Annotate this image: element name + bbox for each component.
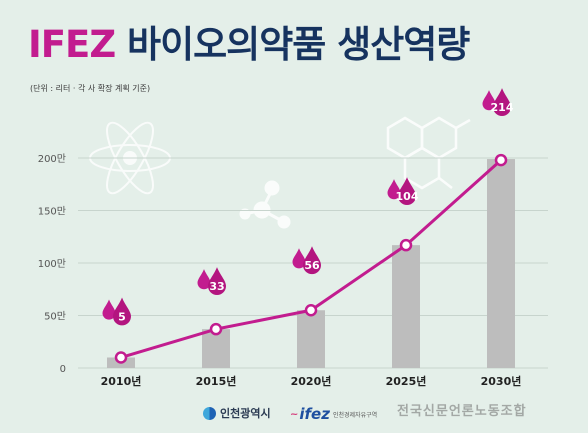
line-point — [399, 238, 413, 252]
y-tick-label: 0 — [60, 364, 66, 375]
incheon-emblem-icon — [203, 406, 216, 420]
drop-icon — [208, 267, 226, 296]
drop-icon — [493, 88, 511, 116]
drop-icon — [113, 297, 131, 326]
ifez-logo-subtext: 인천경제자유구역 — [332, 411, 378, 419]
y-axis: 0 50만 100만 150만 200만 — [38, 153, 66, 375]
x-tick-label: 2015년 — [196, 374, 237, 388]
drop-icon — [398, 177, 416, 206]
ifez-mark-icon: ~ — [290, 408, 299, 420]
drop-labels: 5 33 56 104 214 — [102, 88, 514, 326]
x-axis: 2010년 2015년 2020년 2025년 2030년 — [101, 374, 522, 388]
drop-icon — [292, 248, 306, 269]
hexagon-decoration — [386, 116, 471, 190]
x-tick-label: 2020년 — [291, 374, 332, 388]
watermark: 전국신문언론노동조합 — [397, 404, 527, 419]
page-title: IFEZ 바이오의약품 생산역량 — [28, 22, 470, 68]
y-tick-label: 100만 — [38, 258, 66, 270]
trend-line — [114, 153, 508, 364]
line-point — [494, 153, 508, 167]
title-main: 바이오의약품 생산역량 — [127, 23, 470, 66]
line-point — [209, 322, 223, 336]
y-tick-label: 200만 — [38, 153, 66, 165]
drop-icon — [102, 299, 116, 320]
y-tick-label: 150만 — [38, 206, 66, 218]
drop-icon — [303, 246, 321, 275]
line-point — [304, 304, 318, 317]
data-label: 104 — [396, 190, 419, 203]
data-label: 5 — [118, 310, 126, 323]
data-label: 56 — [304, 259, 320, 272]
bar — [297, 310, 325, 368]
drop-icon — [197, 269, 211, 290]
unit-note: (단위 : 리터 · 각 사 확장 계획 기준) — [30, 84, 151, 93]
title-ifez: IFEZ — [28, 23, 116, 66]
bar — [392, 245, 420, 368]
drop-icon — [482, 90, 496, 111]
x-tick-label: 2030년 — [481, 374, 522, 388]
bar — [487, 159, 515, 368]
ifez-logo-text: ifez — [299, 405, 330, 423]
x-tick-label: 2010년 — [101, 374, 142, 388]
incheon-logo: 인천광역시 — [203, 405, 271, 421]
incheon-logo-text: 인천광역시 — [220, 407, 271, 420]
drop-icon — [387, 179, 401, 200]
ifez-logo: ~ ifez 인천경제자유구역 — [290, 405, 377, 423]
bar — [202, 329, 230, 368]
data-label: 214 — [491, 101, 514, 114]
molecule-decoration — [239, 180, 291, 229]
line-point — [114, 351, 128, 364]
data-label: 33 — [209, 280, 224, 293]
x-tick-label: 2025년 — [386, 374, 427, 388]
y-tick-label: 50만 — [44, 311, 66, 323]
